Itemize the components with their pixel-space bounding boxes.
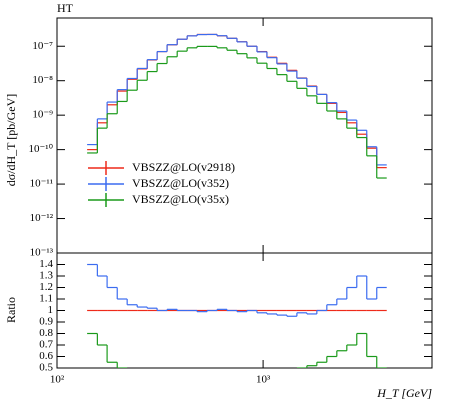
legend-label: VBSZZ@LO(v352): [132, 176, 229, 190]
y-tick-label: 1.3: [39, 270, 53, 282]
y-tick-label: 0.9: [39, 316, 53, 328]
y-tick-label: 1: [48, 304, 54, 316]
ratio-axis-label: Ratio: [4, 297, 18, 323]
y-tick-label: 10⁻⁸: [32, 74, 53, 86]
y-tick-label: 0.8: [39, 327, 53, 339]
y-tick-label: 1.2: [39, 281, 53, 293]
y-tick-label: 0.5: [39, 362, 53, 374]
y-tick-label: 10⁻¹³: [30, 247, 54, 259]
histogram-group: [87, 263, 387, 368]
y-tick-label: 1.4: [39, 258, 53, 270]
legend-label: VBSZZ@LO(v2918): [132, 160, 235, 174]
y-tick-label: 10⁻⁷: [32, 40, 53, 52]
y-tick-label: 10⁻⁹: [32, 109, 53, 121]
x-axis-label: H_T [GeV]: [376, 386, 432, 400]
y-axis-label: dσ/dH_T [pb/GeV]: [4, 94, 18, 187]
y-tick-label: 10⁻¹⁰: [28, 143, 53, 155]
y-tick-label: 1.1: [39, 293, 53, 305]
y-tick-label: 0.7: [39, 339, 53, 351]
histogram-group: [87, 33, 387, 179]
y-tick-label: 10⁻¹¹: [30, 178, 53, 190]
x-tick-label: 10³: [256, 374, 271, 386]
y-tick-label: 10⁻¹²: [30, 212, 54, 224]
x-tick-label: 10²: [50, 374, 65, 386]
chart-title: HT: [57, 1, 74, 15]
legend-label: VBSZZ@LO(v35x): [132, 192, 229, 206]
y-tick-label: 0.6: [39, 350, 53, 362]
